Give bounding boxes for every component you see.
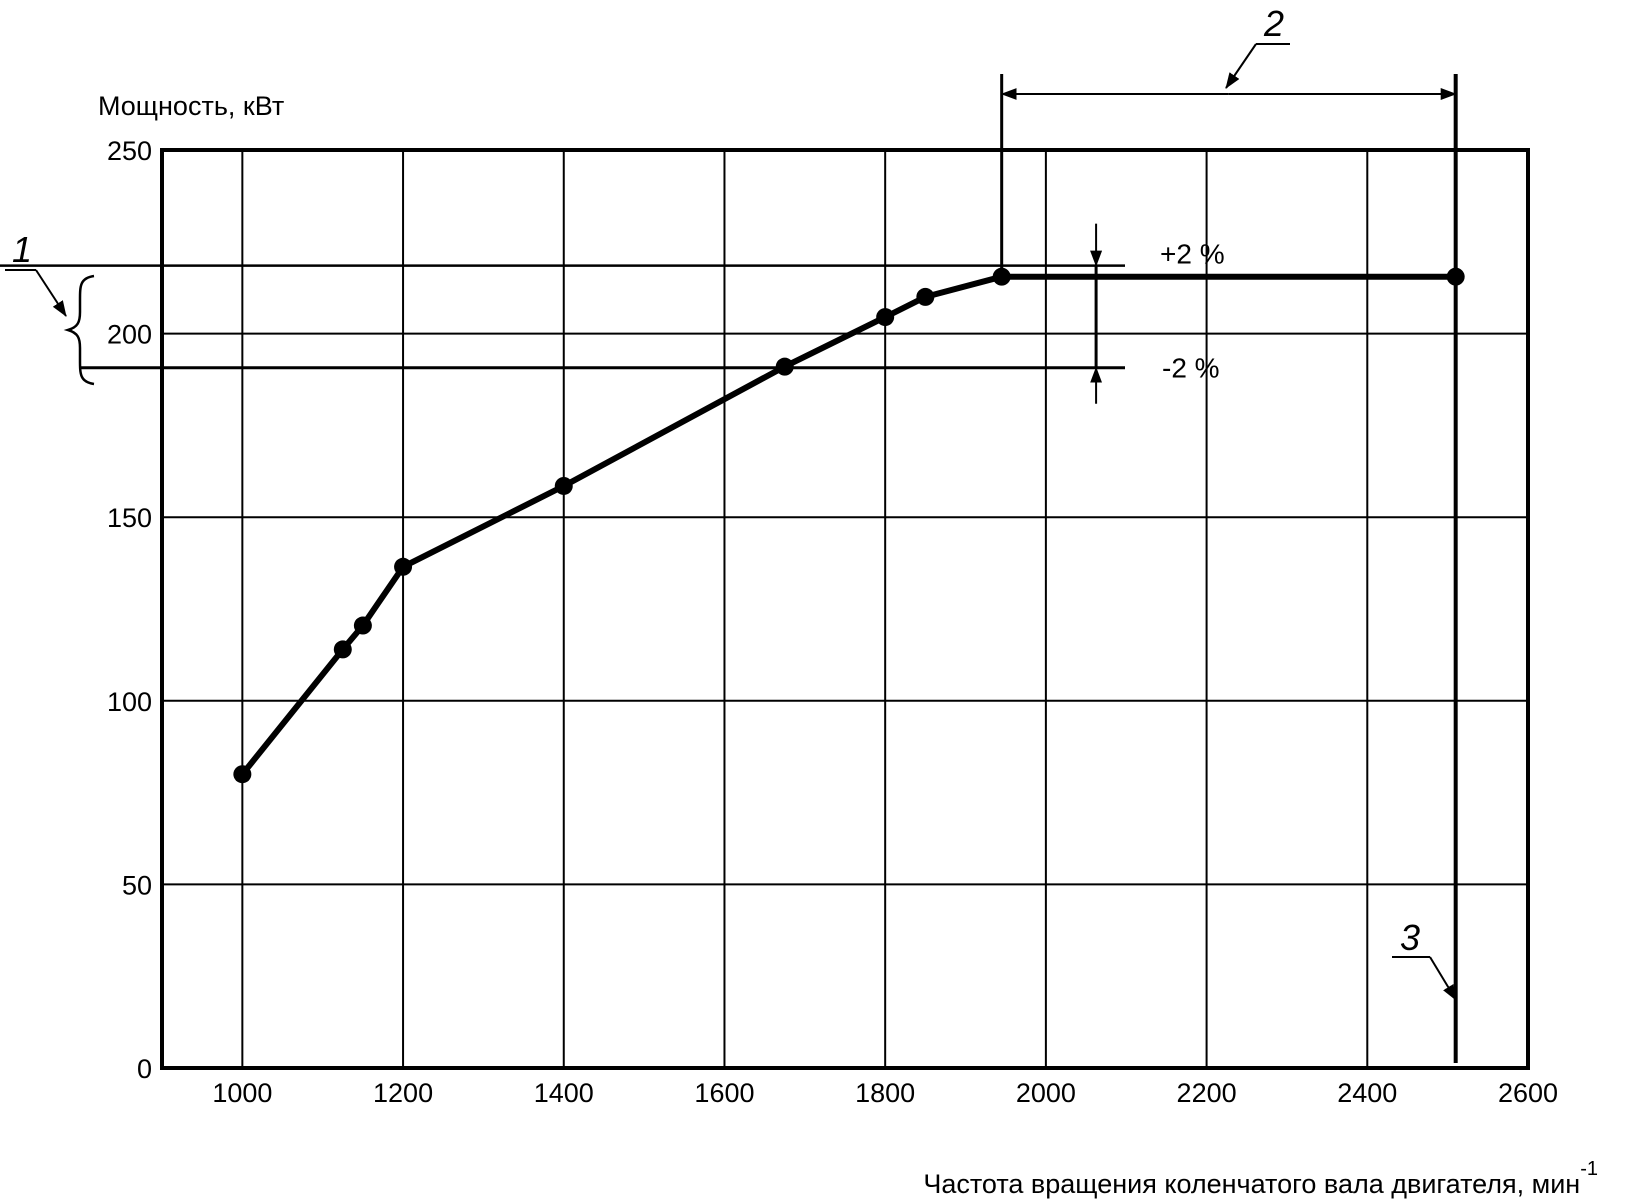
data-point	[353, 616, 372, 635]
y-tick-label: 150	[107, 503, 152, 533]
x-tick-label: 2200	[1177, 1078, 1237, 1108]
x-tick-label: 2600	[1498, 1078, 1558, 1108]
callout-1-label: 1	[12, 229, 32, 270]
callouts: 1 2 3	[5, 3, 1457, 1001]
band-upper-label: +2 %	[1160, 239, 1225, 270]
x-axis-ticks: 1000 1200 1400 1600 1800 2000 2200 2400 2600	[212, 1078, 1558, 1108]
x-axis-title-text: Частота вращения коленчатого вала двигат…	[923, 1169, 1580, 1199]
power-curve	[240, 273, 1456, 777]
plot-border	[160, 148, 1530, 1070]
data-point	[876, 308, 895, 327]
x-tick-label: 1800	[855, 1078, 915, 1108]
data-point	[554, 476, 573, 495]
data-point	[916, 287, 935, 306]
grid	[162, 150, 1528, 1068]
y-tick-label: 250	[107, 136, 152, 166]
y-tick-label: 200	[107, 320, 152, 350]
callout-2-label: 2	[1263, 3, 1284, 44]
range-dimension	[1000, 74, 1458, 1063]
y-tick-label: 0	[137, 1054, 152, 1084]
data-point	[233, 765, 252, 784]
band-brace	[63, 274, 95, 386]
data-point	[992, 267, 1011, 286]
data-point	[333, 640, 352, 659]
y-tick-label: 100	[107, 687, 152, 717]
data-point	[775, 357, 794, 376]
data-point	[394, 557, 413, 576]
y-axis-title: Мощность, кВт	[98, 91, 284, 121]
x-tick-label: 2400	[1337, 1078, 1397, 1108]
x-axis-title: Частота вращения коленчатого вала двигат…	[923, 1158, 1598, 1199]
callout-1-leader	[35, 269, 67, 317]
power-points	[233, 267, 1465, 784]
callout-3-leader	[1429, 956, 1457, 1001]
band-lower-label: -2 %	[1162, 353, 1220, 384]
data-point	[1446, 267, 1465, 286]
x-axis-title-exponent: -1	[1580, 1158, 1598, 1180]
y-tick-label: 50	[122, 870, 152, 900]
x-tick-label: 1200	[373, 1078, 433, 1108]
tolerance-band: +2 % -2 %	[0, 223, 1225, 404]
x-tick-label: 1600	[694, 1078, 754, 1108]
plot-frame	[160, 148, 1530, 1070]
x-tick-label: 1400	[534, 1078, 594, 1108]
x-tick-label: 1000	[212, 1078, 272, 1108]
callout-2-leader	[1225, 43, 1257, 89]
callout-3-label: 3	[1400, 917, 1420, 958]
power-line	[240, 273, 1456, 777]
x-tick-label: 2000	[1016, 1078, 1076, 1108]
y-axis-ticks: 0 50 100 150 200 250	[107, 136, 152, 1084]
